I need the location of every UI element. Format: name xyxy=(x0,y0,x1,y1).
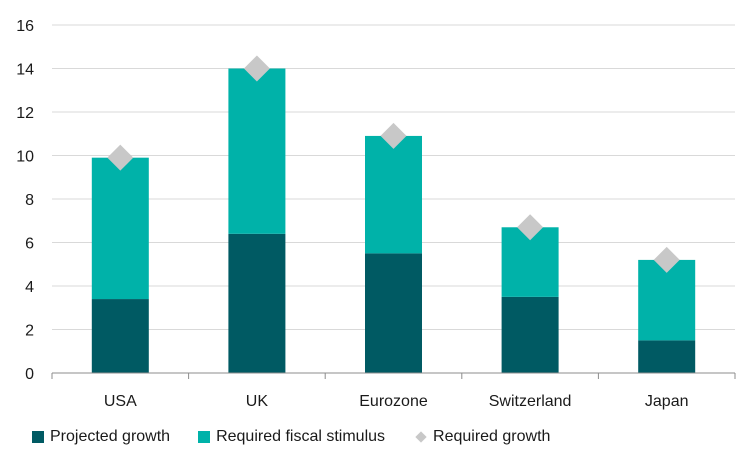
bar-projected-growth-eurozone xyxy=(365,253,422,373)
x-tick-label-usa: USA xyxy=(104,393,137,410)
x-tick-label-japan: Japan xyxy=(645,393,689,410)
y-tick-label: 2 xyxy=(25,323,34,340)
legend-item-projected-growth: Projected growth xyxy=(32,428,170,446)
markers xyxy=(107,55,680,273)
y-tick-label: 6 xyxy=(25,236,34,253)
bar-projected-growth-japan xyxy=(638,340,696,373)
x-tick-label-uk: UK xyxy=(246,393,269,410)
legend: Projected growth Required fiscal stimulu… xyxy=(32,428,578,446)
y-tick-label: 0 xyxy=(25,366,34,383)
legend-label-projected-growth: Projected growth xyxy=(50,428,171,445)
y-tick-label: 10 xyxy=(16,149,34,166)
x-tick-label-switzerland: Switzerland xyxy=(489,393,572,410)
legend-swatch-projected-growth xyxy=(32,431,44,443)
y-tick-label: 8 xyxy=(25,192,34,209)
bar-projected-growth-usa xyxy=(91,299,149,373)
bars xyxy=(91,68,696,373)
marker-required-growth-eurozone xyxy=(380,122,407,149)
x-axis: USA UK Eurozone Switzerland Japan xyxy=(51,372,736,410)
bar-required-fiscal-stimulus-eurozone xyxy=(365,135,422,254)
bar-projected-growth-uk xyxy=(228,233,286,373)
legend-marker-required-growth xyxy=(415,431,427,443)
marker-required-growth-uk xyxy=(243,55,270,82)
bar-required-fiscal-stimulus-japan xyxy=(638,259,696,341)
y-axis-ticks: 0 2 4 6 8 10 12 14 16 xyxy=(16,18,34,383)
bar-required-fiscal-stimulus-uk xyxy=(228,68,286,234)
bar-projected-growth-switzerland xyxy=(501,296,559,373)
marker-required-growth-japan xyxy=(653,246,680,273)
x-tick-label-eurozone: Eurozone xyxy=(359,393,428,410)
bar-required-fiscal-stimulus-usa xyxy=(91,157,149,300)
legend-item-required-growth: Required growth xyxy=(413,428,550,446)
y-tick-label: 4 xyxy=(25,279,34,296)
y-tick-label: 12 xyxy=(16,105,34,122)
legend-swatch-required-fiscal-stimulus xyxy=(198,431,211,443)
y-tick-label: 16 xyxy=(16,18,34,35)
chart-plot: 0 2 4 6 8 10 12 14 16 USA UK Eurozone Switzerland Ja… xyxy=(16,18,736,410)
y-tick-label: 14 xyxy=(16,62,34,79)
marker-required-growth-switzerland xyxy=(517,214,544,241)
legend-label-required-fiscal-stimulus: Required fiscal stimulus xyxy=(216,428,386,445)
legend-label-required-growth: Required growth xyxy=(433,428,551,445)
marker-required-growth-usa xyxy=(107,144,134,171)
legend-item-required-fiscal-stimulus: Required fiscal stimulus xyxy=(198,428,385,446)
